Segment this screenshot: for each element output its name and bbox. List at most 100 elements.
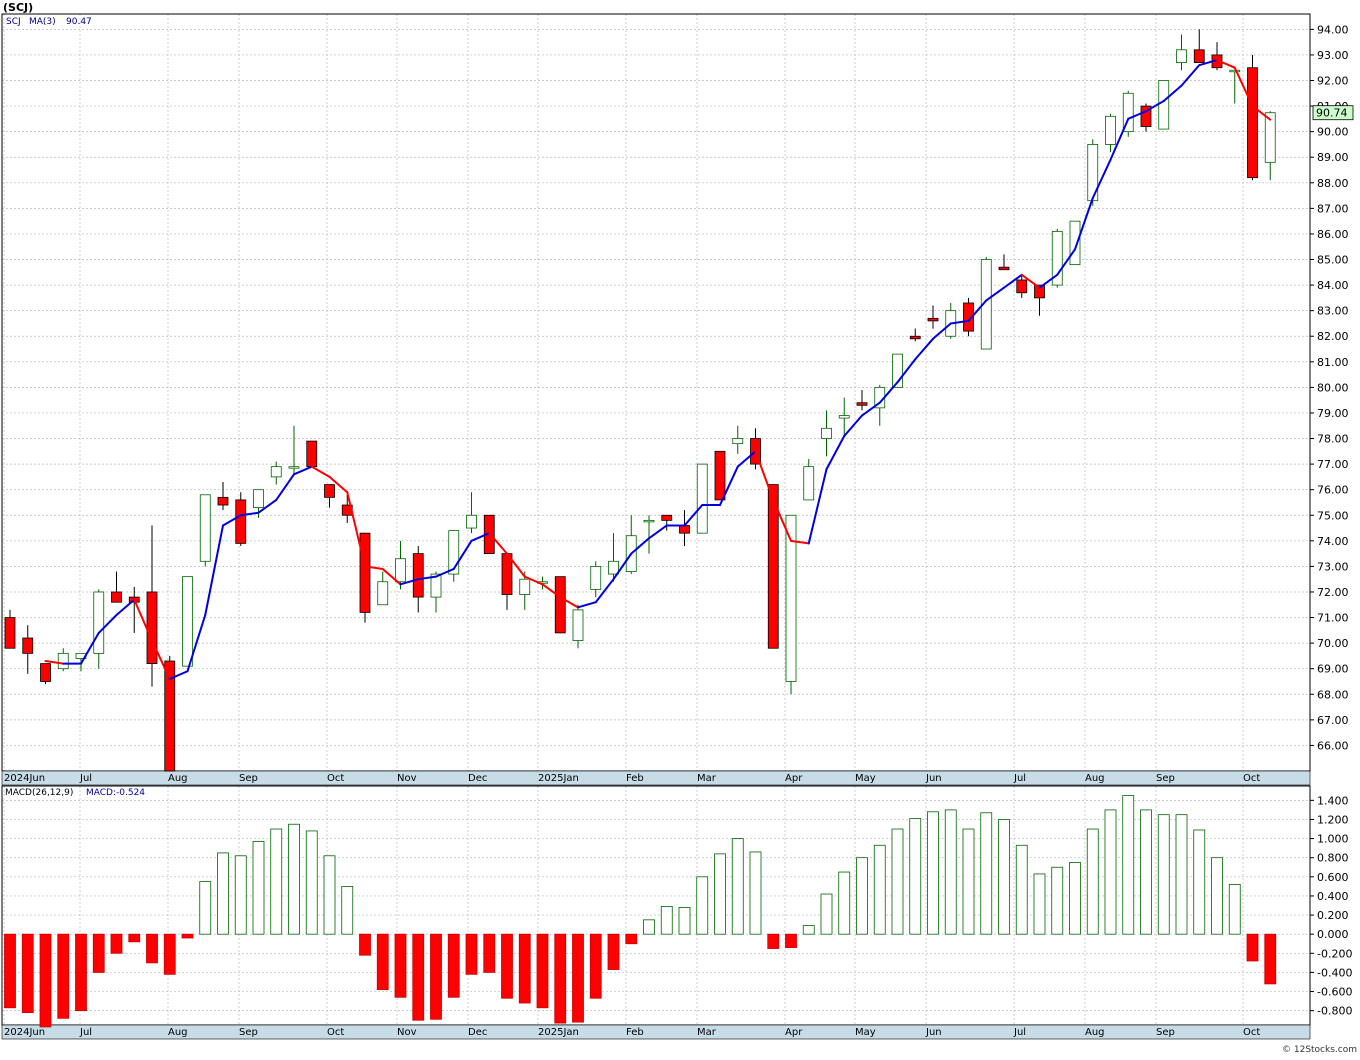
price-y-tick-label: 69.00 [1317, 663, 1349, 676]
footer-copyright: © 12Stocks.com [1282, 1045, 1357, 1055]
candle-body [1193, 49, 1205, 63]
ma3-segment [967, 299, 988, 322]
candle [643, 515, 655, 554]
candle [1193, 29, 1205, 63]
macd-bar [856, 857, 868, 935]
ma3-line-series [44, 59, 1272, 680]
macd-bar [21, 933, 34, 1013]
candle-body [1051, 230, 1063, 286]
candle [377, 571, 389, 606]
macd-bar [39, 933, 52, 1028]
candle-body [1229, 69, 1241, 73]
candle [909, 328, 921, 342]
candle-body [856, 402, 868, 406]
macd-bar [341, 885, 354, 935]
price-y-tick-label: 72.00 [1317, 586, 1349, 599]
macd-bar [217, 852, 229, 935]
price-x-month-label: Aug [1085, 773, 1105, 784]
ma3-segment [594, 578, 615, 604]
candle-body [909, 335, 921, 340]
ma3-segment [488, 532, 508, 555]
macd-y-tick-label: -0.600 [1317, 986, 1352, 999]
ma3-segment [1216, 59, 1236, 69]
macd-bar [1211, 857, 1223, 935]
price-x-month-label: Oct [1243, 773, 1260, 784]
macd-x-axis-labels: 2024Jun Jul Aug Sep Oct Nov Dec 2025Jan Feb Mar Ap… [4, 1027, 1260, 1038]
macd-bar [767, 933, 780, 949]
candle-body [838, 415, 850, 419]
ma3-segment [772, 498, 792, 542]
candle-body [288, 466, 300, 469]
candle-body [93, 591, 105, 654]
ma3-segment [506, 552, 526, 578]
macd-x-month-label: Oct [327, 1027, 344, 1038]
macd-x-month-label: May [855, 1027, 876, 1038]
ma3-segment [1074, 197, 1094, 251]
ma3-segment [381, 567, 402, 586]
price-y-tick-label: 68.00 [1317, 688, 1349, 701]
candle-body [803, 466, 815, 501]
candle [1140, 103, 1152, 132]
ma3-segment [1020, 273, 1041, 289]
candle-body [253, 489, 264, 508]
macd-x-month-label: Apr [785, 1027, 803, 1038]
candle [998, 254, 1010, 271]
macd-bar [944, 809, 957, 935]
macd-bar [589, 933, 602, 999]
macd-bar [465, 933, 478, 975]
price-x-month-label: Dec [468, 773, 487, 784]
candle [572, 604, 584, 649]
macd-bar [1140, 809, 1152, 935]
candle-body [412, 553, 424, 598]
macd-y-tick-label: 0.600 [1317, 871, 1349, 884]
macd-y-tick-label: 1.200 [1317, 813, 1349, 826]
macd-bar [288, 823, 300, 935]
macd-y-tick-label: -0.200 [1317, 947, 1352, 960]
candle [306, 440, 318, 468]
macd-bar [980, 812, 993, 935]
price-x-month-label: Sep [239, 773, 258, 784]
macd-x-month-label: Jul [1013, 1027, 1026, 1038]
macd-bar [643, 919, 655, 935]
ma3-segment [186, 613, 207, 673]
candle [696, 463, 708, 534]
price-x-month-label: 2024Jun [4, 773, 45, 784]
ma3-segment [648, 524, 668, 540]
macd-bar [998, 819, 1010, 935]
macd-bar [838, 871, 851, 935]
ma3-segment [239, 511, 260, 517]
ma3-segment [630, 537, 650, 555]
macd-x-month-label: Nov [397, 1027, 417, 1038]
macd-bar [4, 933, 16, 1009]
candle-body [182, 576, 193, 667]
price-y-tick-label: 79.00 [1317, 407, 1349, 420]
macd-bar [572, 933, 584, 1023]
price-y-tick-label: 67.00 [1317, 714, 1349, 727]
candle [1176, 34, 1187, 71]
ma3-segment [1091, 158, 1112, 200]
macd-bar [234, 855, 247, 935]
ma3-segment [559, 596, 579, 609]
candle-body [430, 573, 442, 598]
candle-body [785, 514, 797, 682]
price-x-axis-bar [1, 770, 1311, 786]
macd-bar [57, 933, 70, 1019]
macd-bar [1246, 933, 1259, 962]
macd-bar [518, 933, 531, 1004]
candle-body [4, 617, 16, 649]
price-y-tick-label: 85.00 [1317, 254, 1349, 267]
price-legend-ma-label: MA(3) [29, 17, 56, 27]
macd-bar [1175, 814, 1188, 935]
ma3-segment [843, 414, 863, 437]
candle-body [679, 525, 690, 534]
candle-body [217, 496, 229, 506]
ma3-segment [541, 583, 562, 599]
candle-body [1176, 49, 1187, 63]
macd-bar [1069, 862, 1081, 935]
candle-body [111, 591, 122, 603]
macd-bar [607, 933, 620, 970]
candle [803, 458, 815, 501]
ma3-segment [417, 575, 437, 581]
ma3-segment [115, 598, 136, 616]
macd-bar [820, 893, 833, 935]
